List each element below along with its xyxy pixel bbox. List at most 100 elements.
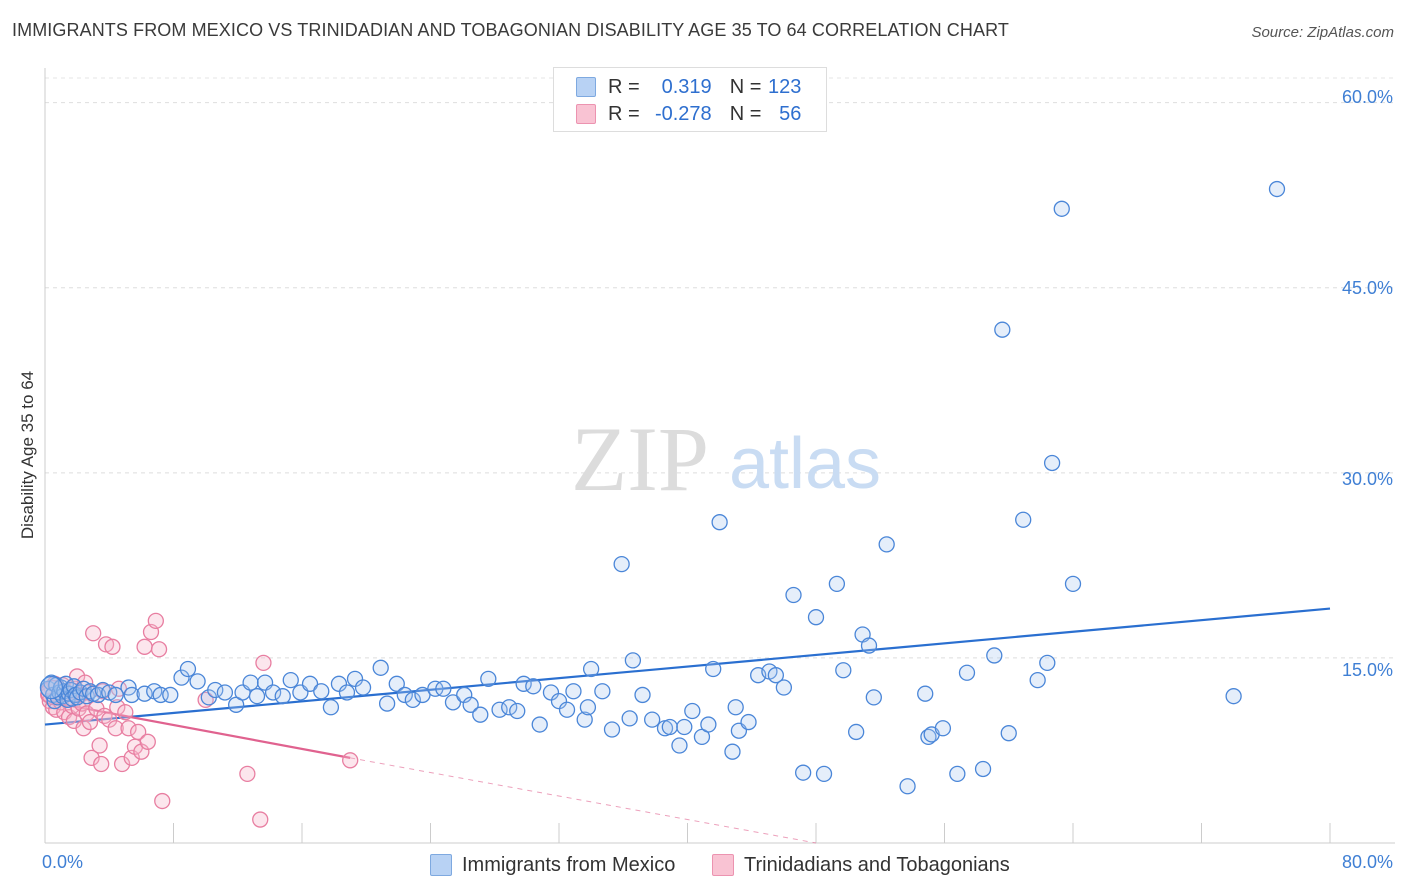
- data-point-mexico: [807, 609, 825, 626]
- data-point-mexico: [162, 686, 179, 704]
- data-point-mexico: [934, 720, 952, 737]
- data-point-mexico: [576, 711, 593, 728]
- data-point-trinidadians: [130, 723, 147, 741]
- data-point-mexico: [1043, 454, 1061, 472]
- data-point-mexico: [404, 691, 421, 709]
- data-point-trinidadians: [147, 612, 164, 630]
- legend-item-trinidadians: Trinidadians and Tobagonians: [712, 853, 1010, 877]
- gridlines: [45, 77, 1395, 659]
- data-point-mexico: [509, 702, 526, 720]
- data-point-mexico: [899, 778, 916, 795]
- data-point-mexico: [264, 684, 282, 701]
- y-tick-label: 45.0%: [1341, 278, 1393, 298]
- legend-row-trinidadians: R = -0.278 N = 56: [576, 101, 801, 127]
- data-point-mexico: [1268, 180, 1286, 198]
- data-point-mexico: [644, 711, 661, 728]
- data-point-trinidadians: [342, 752, 359, 769]
- n-value: 56: [779, 102, 802, 125]
- legend-label-trinidadians: Trinidadians and Tobagonians: [744, 853, 1010, 876]
- data-point-mexico: [624, 652, 642, 669]
- data-point-mexico: [785, 586, 802, 604]
- data-point-mexico: [472, 706, 489, 723]
- data-point-mexico: [1053, 200, 1070, 217]
- series-mexico-points: [39, 180, 1286, 795]
- source-label: Source: ZipAtlas.com: [1251, 24, 1394, 41]
- r-value: 0.319: [661, 75, 712, 98]
- data-point-mexico: [414, 686, 431, 704]
- data-point-mexico-cluster: [39, 675, 64, 700]
- data-point-mexico: [558, 701, 576, 718]
- x-tick-label-min: 0.0%: [42, 852, 84, 872]
- data-point-mexico: [242, 674, 259, 691]
- data-point-mexico: [378, 695, 396, 712]
- data-point-mexico: [994, 321, 1011, 338]
- data-point-trinidadians: [81, 713, 99, 731]
- axes: [44, 68, 1395, 844]
- data-point-mexico: [282, 671, 299, 689]
- data-point-mexico: [671, 737, 688, 754]
- data-point-mexico: [354, 679, 372, 696]
- data-point-mexico: [594, 683, 611, 700]
- data-point-mexico: [565, 683, 582, 700]
- data-point-mexico: [986, 647, 1003, 664]
- data-point-trinidadians: [139, 733, 156, 750]
- data-point-mexico: [661, 718, 678, 736]
- data-point-mexico: [274, 688, 291, 705]
- data-point-mexico: [974, 760, 992, 778]
- data-point-mexico: [848, 723, 865, 741]
- y-axis-label: Disability Age 35 to 64: [18, 370, 37, 540]
- data-point-mexico: [795, 764, 812, 781]
- data-point-mexico: [301, 675, 319, 692]
- data-point-mexico: [1039, 654, 1056, 672]
- data-point-mexico: [216, 684, 234, 701]
- data-point-mexico: [705, 660, 722, 678]
- legend-label-mexico: Immigrants from Mexico: [462, 853, 676, 876]
- data-point-mexico: [207, 681, 224, 699]
- data-point-mexico: [136, 685, 153, 702]
- data-point-mexico: [711, 514, 728, 531]
- data-point-trinidadians: [150, 641, 168, 658]
- data-point-mexico: [727, 699, 744, 716]
- legend-swatch-blue: [430, 854, 452, 876]
- data-point-trinidadians: [133, 743, 150, 760]
- n-label: N =: [729, 102, 762, 125]
- data-point-mexico: [501, 699, 518, 716]
- data-point-mexico: [248, 688, 266, 705]
- data-point-trinidadians: [117, 704, 134, 721]
- series-trinidadians-points: [40, 612, 359, 828]
- data-point-mexico: [579, 699, 597, 716]
- data-point-mexico: [1225, 688, 1242, 705]
- data-point-mexico: [189, 673, 206, 690]
- data-point-mexico: [860, 637, 878, 654]
- y-tick-label: 15.0%: [1341, 660, 1393, 680]
- data-point-mexico: [1064, 575, 1082, 593]
- data-point-mexico: [917, 685, 934, 702]
- data-point-mexico: [173, 669, 190, 686]
- data-point-mexico: [313, 683, 330, 700]
- data-point-trinidadians: [93, 755, 110, 773]
- legend-swatch-blue: [576, 77, 596, 97]
- data-point-mexico: [684, 702, 701, 720]
- data-point-mexico: [179, 660, 197, 678]
- data-point-trinidadians: [154, 792, 171, 810]
- data-point-trinidadians: [136, 638, 153, 655]
- watermark-atlas: atlas: [729, 424, 881, 504]
- data-point-mexico: [462, 696, 479, 713]
- data-point-trinidadians: [113, 755, 131, 773]
- data-point-mexico: [603, 721, 621, 738]
- data-point-mexico: [740, 713, 757, 731]
- data-point-trinidadians: [239, 765, 256, 783]
- correlation-legend: R = 0.319 N = 123 R = -0.278 N = 56: [553, 67, 827, 132]
- data-point-mexico: [775, 679, 793, 696]
- trendline-trinidadians-extension: [350, 757, 817, 844]
- x-tick-label-max: 80.0%: [1341, 852, 1393, 872]
- r-label: R =: [608, 75, 640, 98]
- data-point-mexico: [700, 716, 717, 733]
- data-point-mexico: [480, 670, 497, 688]
- data-point-mexico: [1015, 511, 1032, 528]
- watermark: ZIP atlas: [571, 408, 881, 510]
- data-point-trinidadians: [109, 699, 126, 716]
- data-point-mexico: [621, 710, 638, 727]
- data-point-mexico: [582, 660, 600, 678]
